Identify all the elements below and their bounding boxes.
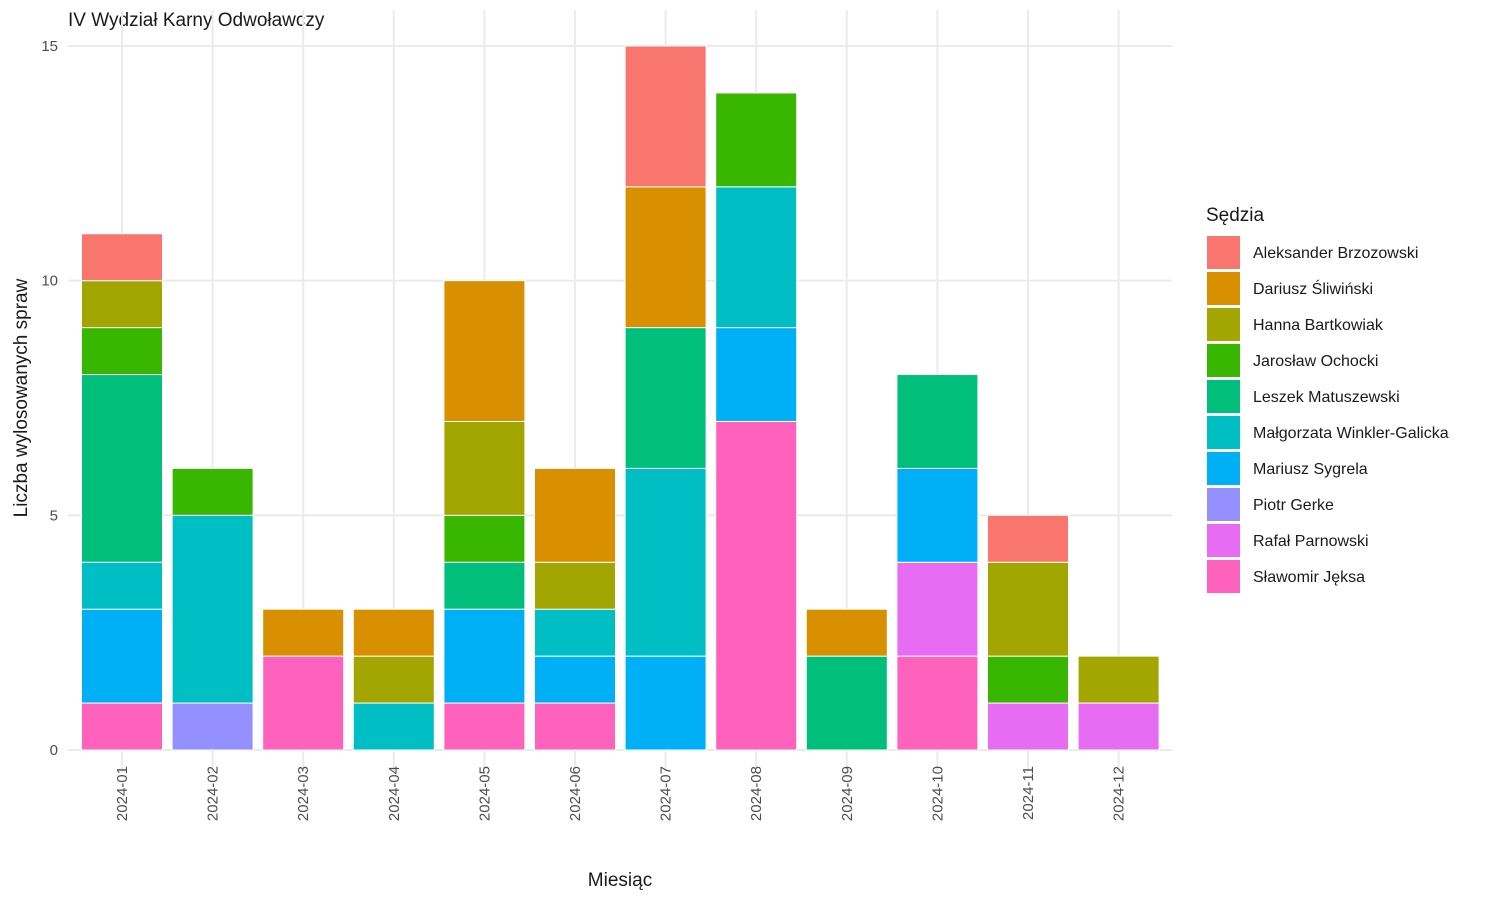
bar-segment: [987, 702, 1069, 751]
bar-segment: [443, 608, 526, 704]
bar-segment: [624, 45, 707, 188]
bar-segment: [896, 655, 979, 751]
bar-segment: [262, 655, 345, 751]
legend-label: Leszek Matuszewski: [1253, 389, 1400, 406]
bar-segment: [987, 514, 1069, 563]
bar-segment: [715, 186, 798, 329]
bar-segment: [171, 514, 254, 704]
legend-label: Jarosław Ochocki: [1253, 353, 1378, 370]
y-tick-label: 5: [50, 507, 58, 524]
legend-swatch: [1207, 236, 1240, 269]
legend-label: Sławomir Jęksa: [1253, 569, 1365, 586]
bar-segment: [896, 467, 979, 563]
bar-segment: [443, 420, 526, 516]
bar-segment: [443, 280, 526, 422]
x-tick-label: 2024-08: [748, 766, 765, 821]
legend-swatch: [1207, 416, 1240, 449]
legend-label: Hanna Bartkowiak: [1253, 317, 1384, 334]
legend-items: Aleksander Brzozowski Dariusz Śliwiński Ha…: [1207, 236, 1449, 593]
legend-label: Rafał Parnowski: [1253, 533, 1369, 550]
bar-segment: [987, 561, 1069, 657]
bar-segment: [534, 608, 616, 657]
legend-label: Dariusz Śliwiński: [1253, 279, 1373, 298]
legend-swatch: [1207, 344, 1240, 377]
legend-swatch: [1207, 560, 1240, 593]
legend-label: Aleksander Brzozowski: [1253, 245, 1418, 262]
bar-segment: [171, 702, 254, 751]
x-tick-label: 2024-04: [386, 766, 403, 821]
bar-segment: [171, 467, 254, 516]
x-tick-label: 2024-11: [1020, 766, 1037, 820]
bar-segment: [987, 655, 1069, 704]
bar-segment: [81, 280, 163, 329]
bar-segment: [443, 514, 526, 563]
legend-label: Małgorzata Winkler-Galicka: [1253, 425, 1449, 442]
legend-swatch: [1207, 308, 1240, 341]
legend-swatch: [1207, 272, 1240, 305]
x-tick-label: 2024-06: [567, 766, 584, 821]
bar-segment: [624, 655, 707, 751]
x-tick-label: 2024-09: [839, 766, 856, 821]
x-tick-label: 2024-05: [476, 766, 493, 821]
bar-segment: [81, 608, 163, 704]
x-tick-label: 2024-01: [114, 766, 131, 821]
bar-segment: [352, 655, 435, 704]
bar-segment: [352, 608, 435, 657]
bar-segment: [805, 655, 888, 751]
bar-segment: [715, 327, 798, 422]
x-tick-label: 2024-03: [295, 766, 312, 821]
bar-segment: [624, 467, 707, 657]
bar-segment: [262, 608, 345, 657]
chart-title: IV Wydział Karny Odwoławczy: [68, 10, 325, 31]
x-axis-ticks: 2024-01 2024-02 2024-03 2024-04 2024-05 2024-…: [114, 766, 1128, 821]
bar-segment: [81, 233, 163, 282]
bar-segment: [1077, 655, 1160, 704]
bar-segment: [352, 702, 435, 751]
bar-segment: [81, 561, 163, 610]
bar-segment: [624, 327, 707, 469]
legend-label: Mariusz Sygrela: [1253, 461, 1368, 478]
x-tick-label: 2024-10: [929, 766, 946, 821]
bar-segment: [624, 186, 707, 329]
x-tick-label: 2024-02: [205, 766, 222, 821]
bar-segment: [1077, 702, 1160, 751]
bar-segment: [534, 467, 616, 563]
x-tick-label: 2024-07: [658, 766, 675, 821]
legend-label: Piotr Gerke: [1253, 497, 1334, 514]
legend: Sędzia Aleksander Brzozowski Dariusz Śliw…: [1206, 205, 1449, 593]
bar-segment: [715, 420, 798, 751]
y-tick-label: 0: [50, 742, 58, 759]
bar-segment: [805, 608, 888, 657]
bar-segment: [896, 561, 979, 657]
bar-segment: [715, 92, 798, 188]
bar-segment: [443, 702, 526, 751]
y-tick-label: 10: [41, 273, 58, 290]
bar-segment: [534, 702, 616, 751]
bar-segment: [896, 374, 979, 469]
legend-swatch: [1207, 488, 1240, 521]
bar-segment: [534, 561, 616, 610]
bar-segment: [534, 655, 616, 704]
x-axis-title: Miesiąc: [588, 870, 652, 891]
legend-swatch: [1207, 452, 1240, 485]
bar-segment: [81, 374, 163, 563]
y-axis-title: Liczba wylosowanych spraw: [11, 278, 32, 517]
bar-segment: [81, 702, 163, 751]
x-tick-label: 2024-12: [1111, 766, 1128, 821]
bar-segment: [81, 327, 163, 376]
legend-title: Sędzia: [1206, 205, 1265, 226]
legend-swatch: [1207, 380, 1240, 413]
legend-swatch: [1207, 524, 1240, 557]
y-tick-label: 15: [41, 38, 58, 55]
bar-segment: [443, 561, 526, 610]
bars: [81, 45, 1160, 751]
y-axis-ticks: 0 5 10 15: [41, 38, 58, 759]
